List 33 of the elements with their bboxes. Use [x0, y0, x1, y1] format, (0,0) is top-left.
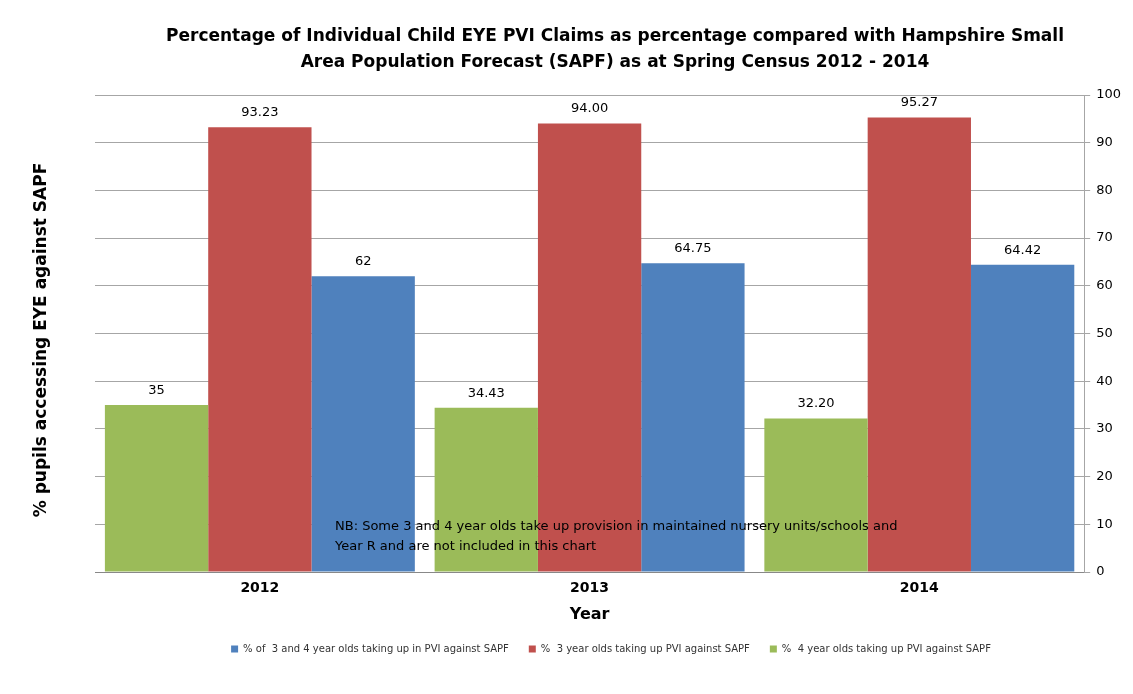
bar: [970, 264, 1075, 572]
legend-label: % 4 year olds taking up PVI against SAPF: [781, 642, 992, 654]
data-label: 95.27: [900, 94, 938, 110]
bar: [104, 405, 209, 572]
data-label: 93.23: [241, 104, 279, 120]
chart-title: Percentage of Individual Child EYE PVI Claims as percentage compared with Hampshire Small Area Population Forecast (SAPF) as at Spring Census 2012 - 2014: [165, 24, 1065, 73]
y-tick-label: 90: [1096, 134, 1113, 150]
data-label: 64.42: [1004, 241, 1042, 257]
bar: [208, 127, 312, 572]
x-tick-label: 2014: [899, 579, 940, 596]
bar: [867, 117, 971, 572]
y-tick-label: 10: [1096, 515, 1113, 531]
data-label: 32.20: [797, 395, 835, 411]
x-tick-label: 2013: [570, 579, 610, 596]
y-tick-label: 30: [1096, 420, 1113, 436]
data-label: 34.43: [467, 384, 505, 400]
legend-label: % of 3 and 4 year olds taking up in PVI against SAPF: [243, 642, 510, 654]
y-tick-label: 80: [1096, 181, 1113, 197]
data-label: 94.00: [570, 100, 609, 116]
x-axis-title: Year: [568, 603, 610, 623]
y-tick-label: 40: [1096, 372, 1113, 388]
legend-label: % 3 year olds taking up PVI against SAPF: [540, 642, 751, 654]
x-tick-label: 2012: [240, 579, 280, 596]
y-axis-title: % pupils accessing EYE against SAPF: [30, 162, 50, 518]
data-label: 35: [148, 381, 165, 397]
y-tick-label: 70: [1096, 229, 1113, 245]
y-tick-label: 100: [1096, 86, 1122, 102]
y-tick-label: 0: [1096, 563, 1105, 579]
data-label: 64.75: [674, 240, 712, 256]
y-tick-label: 20: [1096, 467, 1113, 483]
y-tick-label: 60: [1096, 277, 1113, 293]
y-tick-label: 50: [1096, 324, 1113, 340]
data-label: 62: [354, 253, 372, 269]
